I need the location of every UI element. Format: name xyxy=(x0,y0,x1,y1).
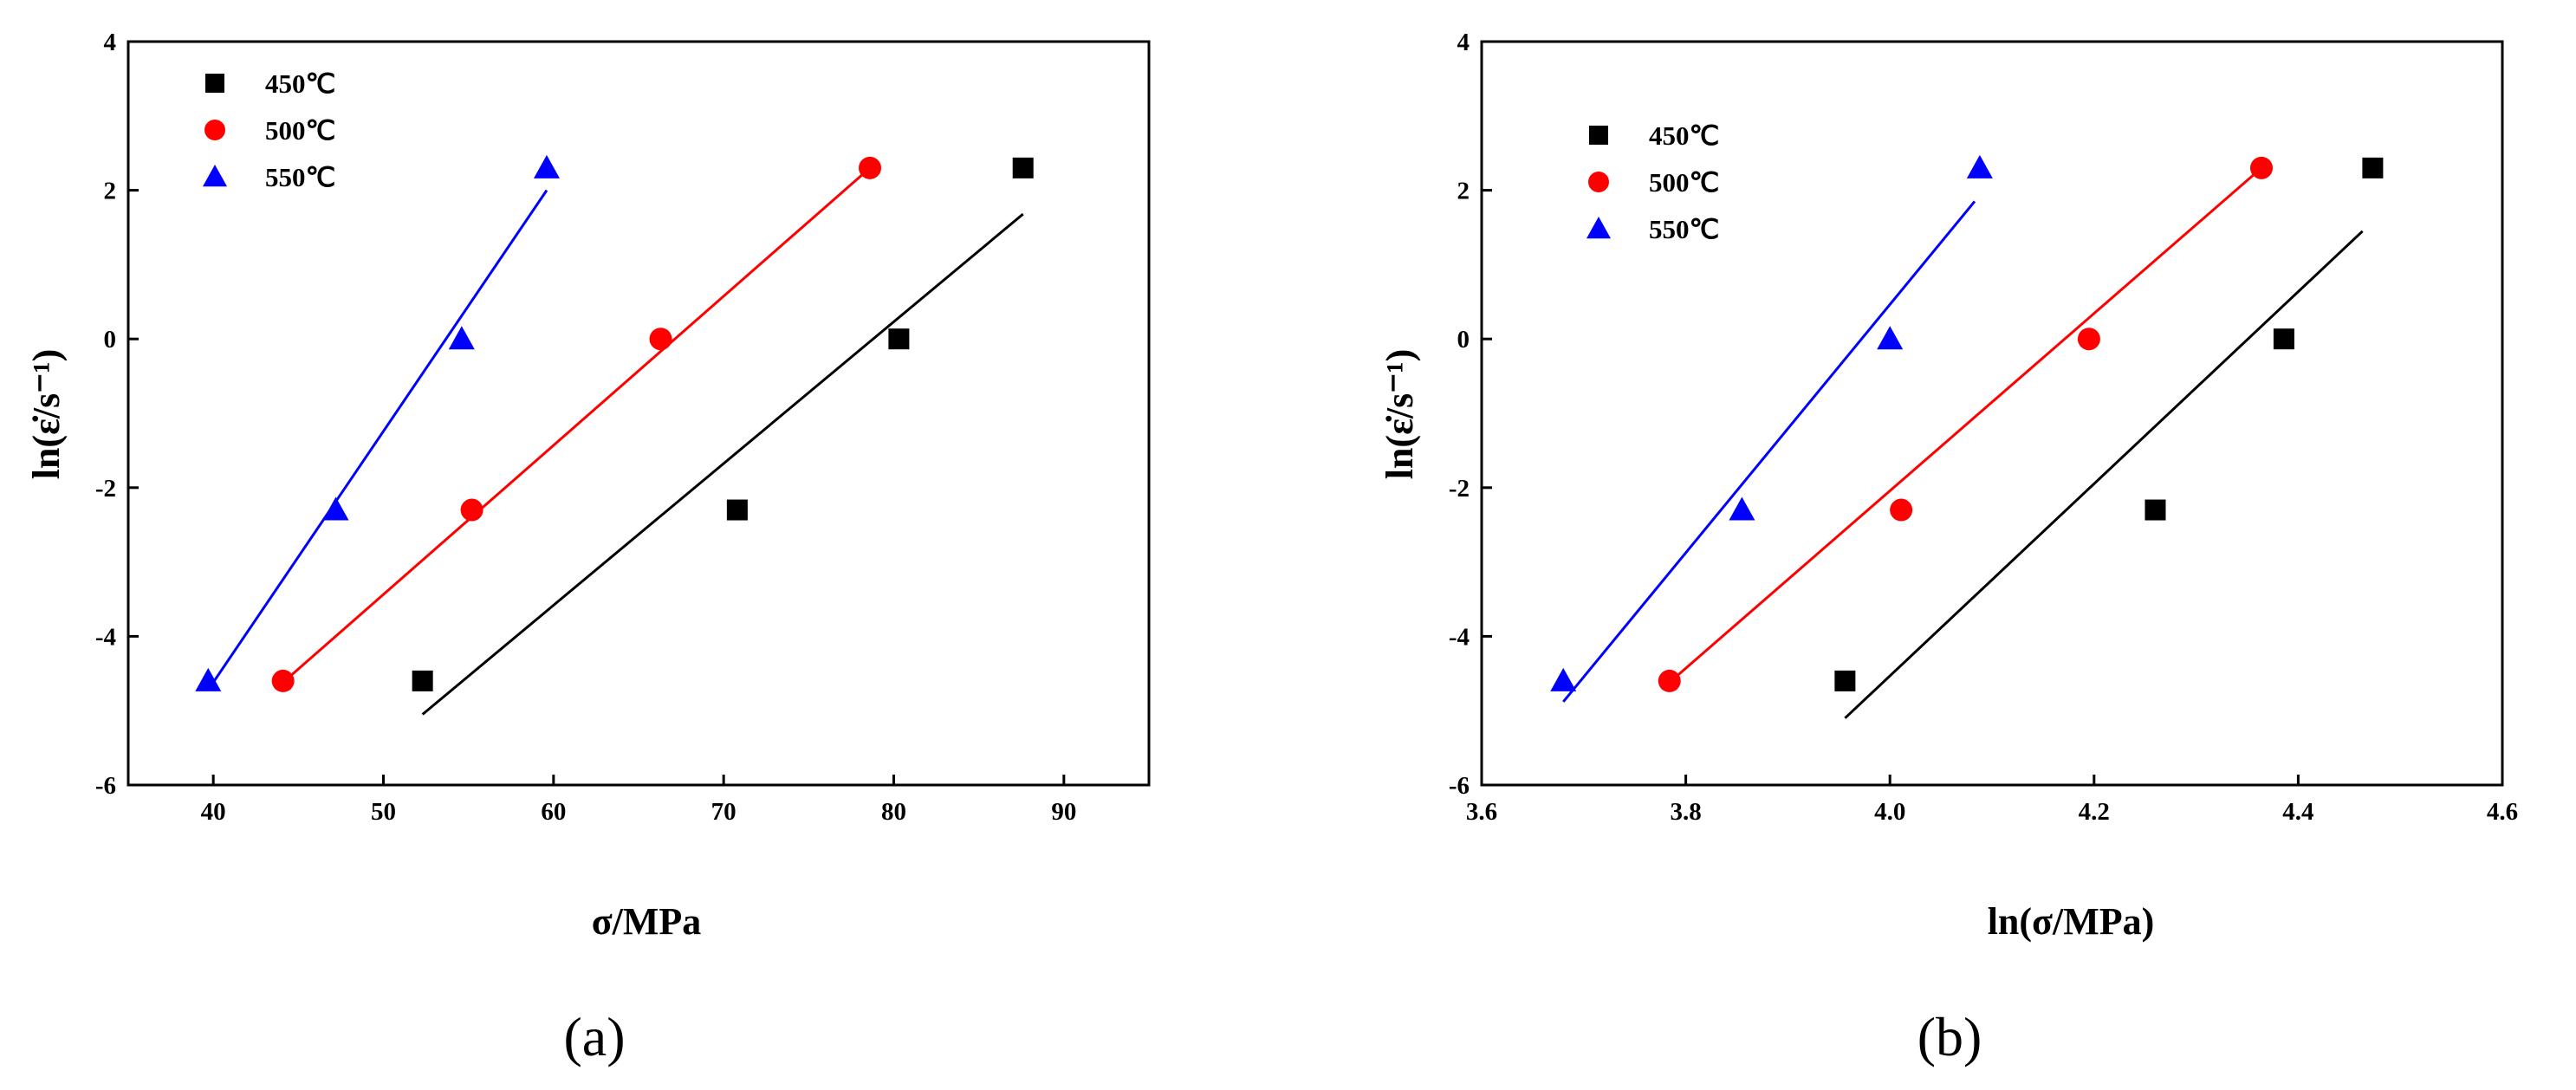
x-ticks-a: 40 50 60 70 80 90 xyxy=(201,775,1076,826)
legend-b: 450℃ 500℃ 550℃ xyxy=(1586,120,1719,244)
data-point xyxy=(649,328,672,351)
plot-frame-a xyxy=(127,40,1151,787)
legend-label: 500℃ xyxy=(1649,167,1719,198)
data-points-a xyxy=(195,154,1034,692)
chart-a: 40 50 60 70 80 90 -6 -4 -2 0 2 4 450℃ 500℃ 550℃ ln(ε… xyxy=(25,29,1151,1067)
fit-line xyxy=(1562,200,1976,703)
y-tick-label: 0 xyxy=(1457,326,1470,354)
x-tick-label: 40 xyxy=(201,798,226,826)
legend-marker xyxy=(204,120,225,140)
panel-label-a: (a) xyxy=(563,1006,625,1067)
data-point xyxy=(2249,156,2273,179)
fit-line xyxy=(282,166,872,684)
y-tick-label: 2 xyxy=(104,178,117,205)
data-point xyxy=(448,326,475,350)
legend-a: 450℃ 500℃ 550℃ xyxy=(203,68,335,192)
data-point xyxy=(1658,669,1681,692)
data-point xyxy=(1012,157,1034,178)
data-point xyxy=(1834,670,1856,691)
data-point xyxy=(2362,157,2384,178)
x-tick-label: 70 xyxy=(711,798,736,826)
data-point xyxy=(726,499,748,521)
y-tick-label: -6 xyxy=(1449,772,1470,800)
data-point xyxy=(533,154,560,178)
y-tick-label: 4 xyxy=(104,29,117,56)
x-ticks-b: 3.6 3.8 4.0 4.2 4.4 4.6 xyxy=(1466,775,2518,826)
fit-line xyxy=(1844,230,2364,719)
y-tick-label: 0 xyxy=(104,326,117,354)
data-point xyxy=(888,328,910,350)
chart-b: 3.6 3.8 4.0 4.2 4.4 4.6 -6 -4 -2 0 2 4 450℃ 500℃ 550… xyxy=(1379,29,2518,1067)
y-ticks-a: -6 -4 -2 0 2 4 xyxy=(95,29,139,800)
legend-label: 450℃ xyxy=(1649,120,1719,151)
y-tick-label: 4 xyxy=(1457,29,1470,56)
data-point xyxy=(2145,499,2166,521)
data-point xyxy=(1729,496,1755,521)
data-point xyxy=(412,670,433,691)
legend-marker xyxy=(205,74,224,93)
x-tick-label: 4.4 xyxy=(2282,798,2313,826)
fit-lines-b xyxy=(1562,166,2364,719)
data-point xyxy=(859,156,882,179)
legend-marker xyxy=(1586,217,1611,239)
data-point xyxy=(2077,328,2100,351)
data-point xyxy=(322,496,349,521)
x-tick-label: 90 xyxy=(1051,798,1076,826)
x-axis-title-b: ln(σ/MPa) xyxy=(1988,900,2155,943)
y-tick-label: -2 xyxy=(95,475,116,503)
legend-label: 500℃ xyxy=(265,115,335,146)
x-tick-label: 4.6 xyxy=(2487,798,2518,826)
data-point xyxy=(271,669,295,692)
fit-line xyxy=(207,189,548,691)
x-tick-label: 4.0 xyxy=(1874,798,1905,826)
fit-lines-a xyxy=(207,166,1024,716)
x-tick-label: 4.2 xyxy=(2079,798,2110,826)
x-tick-label: 3.6 xyxy=(1466,798,1497,826)
x-tick-label: 80 xyxy=(881,798,906,826)
x-tick-label: 3.8 xyxy=(1670,798,1701,826)
y-tick-label: -6 xyxy=(95,772,116,800)
y-tick-label: -4 xyxy=(1449,623,1470,651)
x-axis-title-a: σ/MPa xyxy=(592,900,702,943)
y-ticks-b: -6 -4 -2 0 2 4 xyxy=(1449,29,1492,800)
data-point xyxy=(1890,498,1913,522)
legend-marker xyxy=(1588,172,1609,192)
x-tick-label: 60 xyxy=(541,798,566,826)
data-point xyxy=(460,498,483,522)
data-point xyxy=(1966,154,1993,178)
fit-line xyxy=(421,212,1024,716)
y-tick-label: -4 xyxy=(95,623,116,651)
legend-label: 550℃ xyxy=(265,162,335,192)
legend-label: 550℃ xyxy=(1649,214,1719,244)
data-points-b xyxy=(1550,154,2384,692)
legend-marker xyxy=(203,165,227,187)
y-axis-title-b: ln(ε̇/s⁻¹) xyxy=(1379,349,1421,480)
plot-frame-b xyxy=(1480,40,2504,787)
data-point xyxy=(1877,326,1904,350)
y-axis-title-a: ln(ε̇/s⁻¹) xyxy=(25,349,68,480)
data-point xyxy=(1550,667,1577,691)
data-point xyxy=(2273,328,2294,350)
x-tick-label: 50 xyxy=(371,798,396,826)
y-tick-label: 2 xyxy=(1457,178,1470,205)
fit-line xyxy=(1668,166,2262,684)
legend-label: 450℃ xyxy=(265,68,335,99)
y-tick-label: -2 xyxy=(1449,475,1470,503)
legend-marker xyxy=(1589,126,1608,145)
data-point xyxy=(195,667,222,691)
panel-label-b: (b) xyxy=(1917,1006,1982,1067)
